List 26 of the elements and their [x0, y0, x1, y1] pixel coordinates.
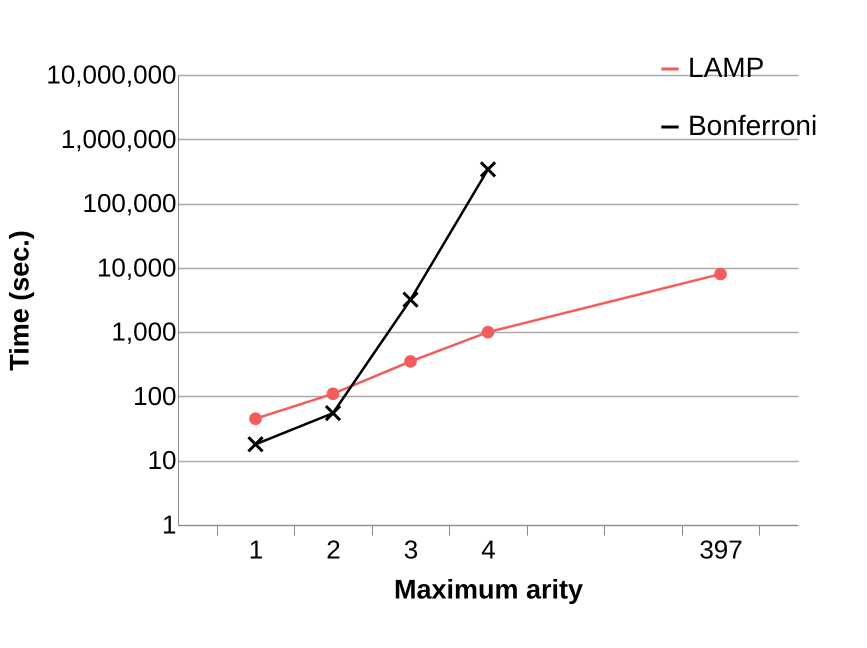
x-tick-label: 3	[404, 534, 418, 564]
x-tick-label: 1	[248, 534, 264, 564]
x-tick-label: 2	[326, 534, 341, 564]
y-tick-label: 100,000	[82, 188, 176, 218]
y-tick-label: 10,000,000	[46, 60, 176, 90]
x-tick-label: 397	[699, 534, 743, 564]
y-tick-label: 10,000	[96, 252, 176, 282]
y-tick-label: 10	[148, 445, 176, 476]
point	[479, 160, 497, 178]
legend-label: Bonferroni	[688, 110, 818, 141]
point	[326, 387, 340, 400]
y-tick-label: 1,000	[111, 316, 176, 347]
legend-label: LAMP	[688, 52, 764, 83]
y-tick-label: 1	[162, 510, 176, 540]
point	[249, 412, 262, 426]
point	[324, 404, 342, 422]
x-tick-label: 4	[481, 534, 496, 564]
y-axis-title: Time (sec.)	[4, 230, 34, 371]
x-axis-title: Maximum arity	[394, 574, 584, 604]
point	[482, 326, 494, 338]
point	[402, 291, 420, 308]
point	[714, 268, 727, 280]
y-tick-label: 100	[133, 380, 176, 411]
point	[404, 355, 417, 368]
point	[246, 436, 264, 453]
y-tick-label: 1,000,000	[60, 124, 176, 154]
